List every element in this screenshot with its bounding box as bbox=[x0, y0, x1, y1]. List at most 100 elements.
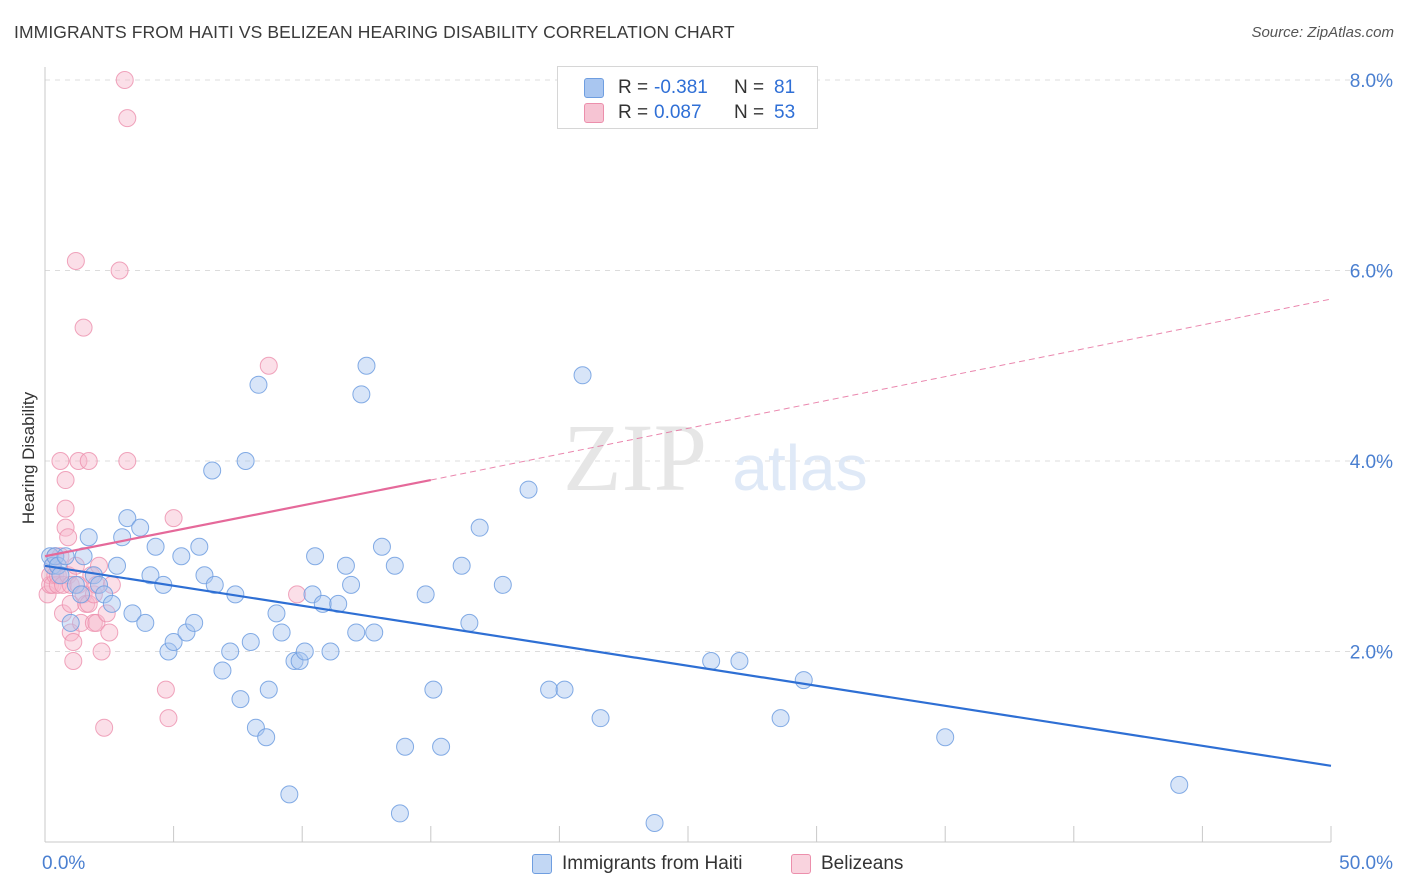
correlation-legend: R = -0.381 N = 81 R = 0.087 N = 53 bbox=[557, 66, 818, 129]
haiti-point bbox=[123, 604, 142, 623]
legend-r-label: R = bbox=[618, 102, 649, 123]
belize-point bbox=[95, 718, 114, 737]
haiti-trend-line bbox=[44, 564, 1332, 767]
haiti-point bbox=[295, 642, 314, 661]
belize-points bbox=[38, 71, 307, 737]
legend-r-label: R = bbox=[618, 77, 649, 98]
haiti-point bbox=[213, 661, 232, 680]
source-label: Source: ZipAtlas.com bbox=[1251, 24, 1394, 41]
belize-point bbox=[79, 452, 98, 470]
haiti-point bbox=[159, 642, 178, 661]
haiti-point bbox=[645, 813, 664, 832]
haiti-point bbox=[321, 642, 340, 661]
haiti-point bbox=[164, 632, 183, 651]
haiti-point bbox=[141, 566, 160, 585]
haiti-point bbox=[79, 528, 98, 547]
belize-point bbox=[110, 261, 129, 280]
haiti-point bbox=[357, 356, 376, 375]
haiti-point bbox=[372, 537, 391, 556]
haiti-point bbox=[365, 623, 384, 642]
x-tick-label: 50.0% bbox=[1339, 853, 1393, 874]
haiti-point bbox=[306, 547, 325, 566]
haiti-point bbox=[280, 785, 299, 804]
belize-point bbox=[66, 251, 85, 270]
tick-labels: 2.0% 4.0% 6.0% 8.0% 0.0% 50.0% bbox=[42, 71, 1393, 874]
haiti-point bbox=[342, 575, 361, 594]
belize-point bbox=[51, 452, 70, 470]
haiti-point bbox=[177, 623, 196, 642]
belize-point bbox=[69, 452, 88, 470]
haiti-point bbox=[90, 575, 109, 594]
haiti-point bbox=[249, 375, 268, 394]
legend-n-label: N = bbox=[734, 102, 765, 123]
haiti-point bbox=[236, 452, 255, 470]
haiti-point bbox=[136, 613, 155, 632]
haiti-point bbox=[794, 671, 813, 690]
belize-swatch bbox=[584, 103, 604, 123]
haiti-point bbox=[432, 737, 451, 756]
watermark-zip: ZIP bbox=[563, 404, 707, 511]
haiti-point bbox=[241, 632, 260, 651]
haiti-point bbox=[221, 642, 240, 661]
legend-r-value-belize: 0.087 bbox=[654, 102, 702, 123]
haiti-point bbox=[290, 652, 309, 671]
haiti-point bbox=[460, 613, 479, 632]
belize-point bbox=[115, 71, 134, 89]
haiti-point bbox=[347, 623, 366, 642]
haiti-point bbox=[390, 804, 409, 823]
belize-point bbox=[74, 318, 93, 337]
haiti-point bbox=[66, 575, 85, 594]
haiti-point bbox=[416, 585, 435, 604]
belize-point bbox=[159, 709, 178, 728]
belize-trend-line bbox=[44, 478, 432, 558]
y-tick-label: 4.0% bbox=[1350, 452, 1393, 473]
haiti-point bbox=[493, 575, 512, 594]
haiti-point bbox=[259, 680, 278, 699]
haiti-point bbox=[257, 728, 276, 747]
haiti-point bbox=[730, 652, 749, 671]
haiti-point bbox=[936, 728, 955, 747]
haiti-point bbox=[702, 652, 721, 671]
haiti-point bbox=[51, 566, 70, 585]
haiti-point bbox=[385, 556, 404, 575]
belize-point bbox=[97, 604, 116, 623]
haiti-legend-label: Immigrants from Haiti bbox=[562, 853, 743, 874]
legend-n-value-haiti: 81 bbox=[774, 77, 796, 98]
haiti-point bbox=[267, 604, 286, 623]
y-tick-label: 8.0% bbox=[1350, 71, 1393, 92]
haiti-point bbox=[1170, 775, 1189, 794]
haiti-swatch bbox=[584, 78, 604, 98]
belize-point bbox=[288, 585, 307, 604]
belize-point bbox=[100, 623, 119, 642]
haiti-point bbox=[336, 556, 355, 575]
haiti-point bbox=[95, 585, 114, 604]
belize-legend-label: Belizeans bbox=[821, 853, 904, 874]
chart-title: IMMIGRANTS FROM HAITI VS BELIZEAN HEARIN… bbox=[14, 22, 735, 42]
belize-legend-swatch bbox=[791, 854, 811, 874]
haiti-point bbox=[470, 518, 489, 537]
belize-point bbox=[164, 509, 183, 528]
legend-n-value-belize: 53 bbox=[774, 102, 796, 123]
haiti-point bbox=[118, 509, 137, 528]
haiti-point bbox=[108, 556, 127, 575]
y-axis-title: Hearing Disability bbox=[19, 391, 38, 524]
belize-point bbox=[72, 613, 91, 632]
haiti-points bbox=[41, 356, 1189, 832]
y-tick-label: 2.0% bbox=[1350, 643, 1393, 664]
haiti-point bbox=[771, 709, 790, 728]
haiti-point bbox=[591, 709, 610, 728]
haiti-point bbox=[352, 385, 371, 404]
haiti-legend-swatch bbox=[532, 854, 552, 874]
grid-lines bbox=[45, 79, 1392, 652]
belize-point bbox=[56, 499, 75, 518]
belize-point bbox=[259, 356, 278, 375]
x-tick-label: 0.0% bbox=[42, 853, 85, 874]
haiti-point bbox=[519, 480, 538, 499]
haiti-point bbox=[272, 623, 291, 642]
haiti-point bbox=[172, 547, 191, 566]
haiti-point bbox=[555, 680, 574, 699]
belize-point bbox=[156, 680, 175, 699]
belize-point bbox=[56, 471, 75, 490]
belize-point bbox=[64, 632, 83, 651]
